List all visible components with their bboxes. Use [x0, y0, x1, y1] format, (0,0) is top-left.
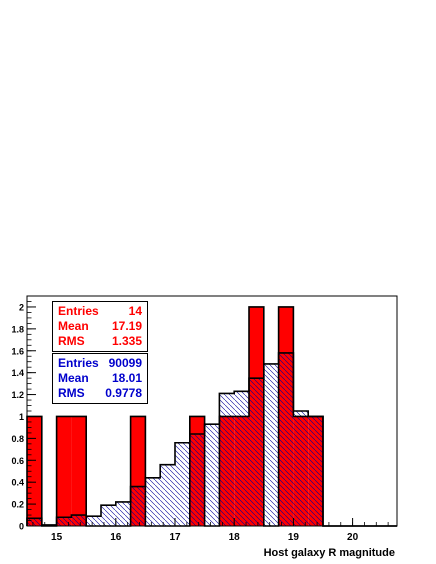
blue-bar [175, 442, 190, 526]
red-bar [71, 416, 87, 526]
stats-row-mean: Mean 17.19 [58, 319, 142, 334]
stats-label: Entries [58, 304, 99, 318]
stats-value: 14 [128, 304, 142, 318]
red-bar [56, 416, 72, 526]
blue-histogram-outline [26, 352, 397, 527]
x-tick-label: 20 [347, 532, 359, 543]
stats-label: Mean [58, 319, 89, 333]
stats-label: RMS [58, 386, 85, 400]
stats-value: 90099 [108, 356, 142, 370]
stats-label: RMS [58, 334, 85, 348]
y-tick-label: 0.4 [11, 478, 24, 488]
stats-value: 18.01 [111, 371, 142, 385]
stats-label: Mean [58, 371, 89, 385]
blue-bar [204, 424, 220, 526]
blue-bar [86, 516, 101, 526]
stats-row-mean: Mean 18.01 [58, 371, 142, 386]
stats-value: 17.19 [111, 319, 142, 333]
x-tick-label: 15 [51, 532, 63, 543]
y-tick-label: 1.2 [11, 390, 24, 400]
x-axis-title: Host galaxy R magnitude [264, 547, 395, 559]
y-tick-label: 0.6 [11, 456, 24, 466]
blue-bar [189, 434, 205, 526]
y-tick-label: 1.6 [11, 346, 24, 356]
stats-box-blue: Entries 90099 Mean 18.01 RMS 0.9778 [52, 353, 148, 404]
stats-row-entries: Entries 14 [58, 304, 142, 319]
y-tick-label: 0 [19, 522, 24, 532]
blue-bar [278, 352, 294, 526]
blue-bar [145, 477, 161, 526]
stats-row-rms: RMS 0.9778 [58, 386, 142, 401]
blue-bar [27, 518, 42, 526]
x-tick-label: 18 [229, 532, 241, 543]
stats-value: 0.9778 [105, 386, 142, 400]
blue-bar [130, 486, 146, 526]
x-tick-label: 16 [110, 532, 122, 543]
y-tick-label: 0.8 [11, 434, 24, 444]
stats-label: Entries [58, 356, 99, 370]
blue-bar [56, 517, 72, 526]
blue-bar [308, 416, 323, 526]
x-tick-label: 19 [288, 532, 300, 543]
y-tick-label: 2 [19, 302, 24, 312]
blue-bar [115, 501, 131, 526]
blue-bar [249, 378, 264, 526]
blue-bar [234, 391, 249, 526]
stats-row-rms: RMS 1.335 [58, 334, 142, 349]
x-tick-label: 17 [169, 532, 181, 543]
stats-box-red: Entries 14 Mean 17.19 RMS 1.335 [52, 301, 148, 352]
blue-bar [160, 464, 175, 526]
blue-bar [293, 411, 309, 526]
stats-row-entries: Entries 90099 [58, 356, 142, 371]
y-tick-label: 0.2 [11, 500, 24, 510]
blue-bar [71, 515, 87, 526]
y-tick-label: 1.8 [11, 324, 24, 334]
blue-bar [101, 505, 116, 526]
stats-value: 1.335 [111, 334, 142, 348]
blue-bar [263, 363, 279, 526]
y-tick-label: 1 [19, 412, 24, 422]
y-tick-label: 1.4 [11, 368, 24, 378]
blue-bar [219, 393, 235, 526]
